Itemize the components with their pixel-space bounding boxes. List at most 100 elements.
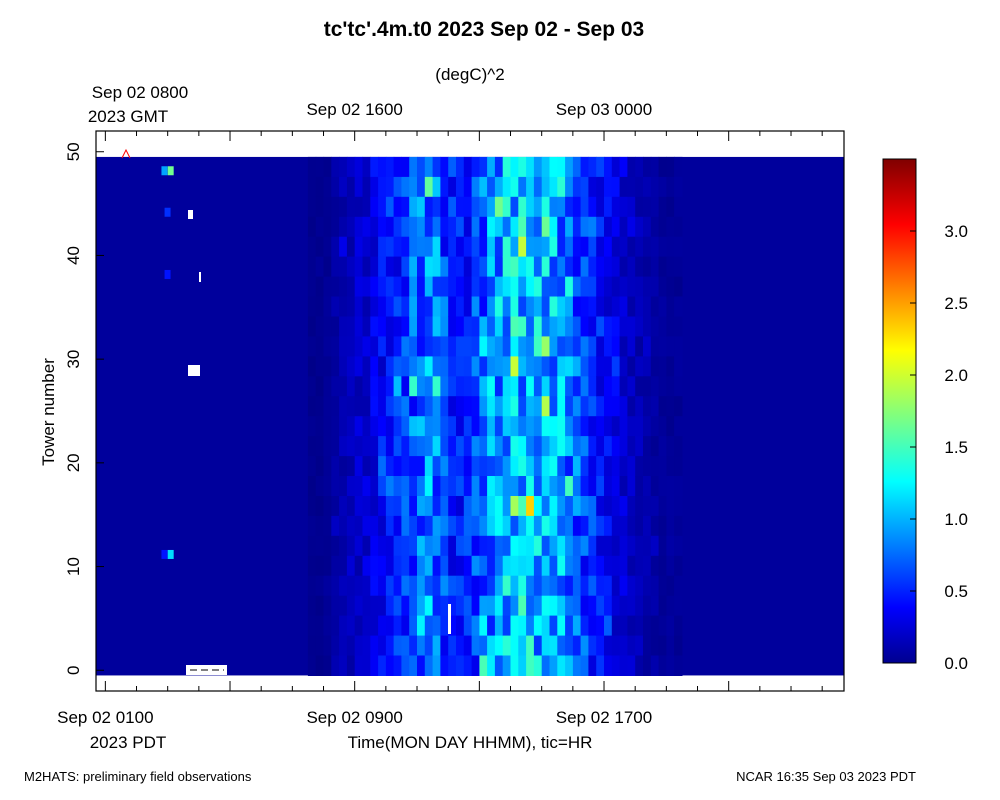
heatmap-cell [674,236,683,258]
heatmap-cell [471,356,480,377]
heatmap-cell [354,276,364,298]
heatmap-cell [424,575,434,597]
heatmap-cell [572,356,582,377]
heatmap-cell [494,476,504,497]
heatmap-cell [463,595,473,617]
heatmap-cell [479,396,488,417]
heatmap-cell [307,595,317,617]
heatmap-cell [409,396,418,417]
heatmap-cell [557,615,566,637]
heatmap-cell [557,376,566,397]
heatmap-cell [635,276,644,298]
heatmap-cell [362,336,371,357]
heatmap-cell [432,256,441,278]
heatmap-cell [596,635,605,657]
heatmap-cell [448,356,457,377]
heatmap-cell [354,416,364,437]
heatmap-cell [307,635,317,657]
heatmap-cell [619,196,628,218]
heatmap-cell [354,555,364,577]
heatmap-cell [494,436,504,457]
heatmap-cell [611,555,621,577]
heatmap-cell [650,595,660,617]
heatmap-cell [588,555,597,577]
heatmap-cell [572,376,582,397]
heatmap-cell [417,336,426,357]
heatmap-cell [385,316,395,337]
heatmap-cell [456,476,465,497]
heatmap-cell [401,296,410,317]
heatmap-cell [541,655,551,676]
heatmap-cell [393,396,402,417]
heatmap-cell [401,476,410,497]
heatmap-cell [580,156,589,178]
heatmap-cell [354,615,364,637]
heatmap-cell [619,236,628,258]
heatmap-cell [448,655,457,676]
colorbar-tick-label: 1.5 [944,438,968,457]
heatmap-cell [502,555,512,577]
heatmap-cell [346,236,356,258]
top-start-label: 2023 GMT [88,107,168,126]
heatmap-cell [619,316,628,337]
heatmap-cell [487,276,496,298]
heatmap-cell [541,176,551,198]
heatmap-cell [362,595,371,617]
heatmap-cell [479,296,488,317]
chart-title: tc'tc'.4m.t0 2023 Sep 02 - Sep 03 [324,18,645,41]
heatmap-cell [658,196,667,218]
heatmap-cell [362,456,371,477]
heatmap-cell [502,276,512,298]
heatmap-cell [346,555,356,577]
heatmap-cell [354,535,364,557]
heatmap-cell [401,496,410,517]
heatmap-cell [619,515,628,537]
heatmap-cell [167,166,174,176]
heatmap-cell [401,256,410,278]
heatmap-cell [572,436,582,457]
heatmap-cell [385,515,395,537]
heatmap-cell [557,476,566,497]
heatmap-cell [666,496,675,517]
heatmap-cell [362,176,371,198]
heatmap-cell [487,376,496,397]
heatmap-cell [479,316,488,337]
heatmap-cell [674,196,683,218]
heatmap-cell [346,436,356,457]
heatmap-cell [339,356,348,377]
heatmap-cell [674,515,683,537]
heatmap-cell [572,595,582,617]
heatmap-cell [448,296,457,317]
heatmap-cell [650,436,660,457]
heatmap-cell [362,376,371,397]
heatmap-cell [424,535,434,557]
heatmap-cell [635,655,644,676]
heatmap-cell [557,535,566,557]
heatmap-cell [533,476,543,497]
heatmap-cell [479,216,488,238]
heatmap-cell [401,456,410,477]
heatmap-cell [393,376,402,397]
heatmap-cell [346,156,356,178]
heatmap-cell [487,496,496,517]
heatmap-cell [611,376,621,397]
heatmap-cell [643,476,652,497]
heatmap-cell [565,655,574,676]
heatmap-cell [596,555,605,577]
heatmap-cell [526,316,535,337]
heatmap-cell [339,555,348,577]
heatmap-cell [315,535,325,557]
heatmap-cell [565,535,574,557]
heatmap-cell [494,515,504,537]
heatmap-cell [463,535,473,557]
heatmap-cell [627,575,636,597]
heatmap-cell [409,456,418,477]
heatmap-cell [487,555,496,577]
heatmap-cell [588,216,597,238]
heatmap-cell [643,356,652,377]
heatmap-cell [370,216,379,238]
heatmap-cell [518,476,527,497]
heatmap-cell [354,515,364,537]
heatmap-cell [471,575,480,597]
heatmap-cell [354,635,364,657]
